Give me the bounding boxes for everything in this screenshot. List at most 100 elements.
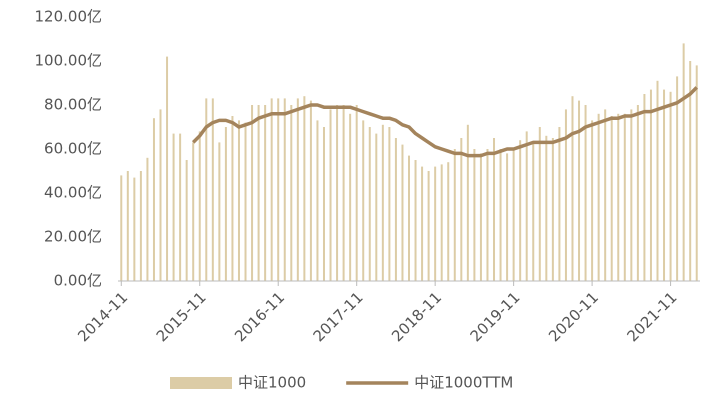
bar	[447, 162, 450, 281]
bar	[309, 100, 312, 281]
bar	[185, 160, 188, 281]
bar	[551, 138, 554, 281]
bar	[499, 149, 502, 281]
bar	[368, 127, 371, 281]
y-tick-label: 20.00亿	[44, 228, 102, 246]
bar	[460, 138, 463, 281]
bar	[316, 120, 319, 282]
bar	[166, 56, 169, 281]
bar	[669, 91, 672, 281]
bar	[414, 160, 417, 281]
bar	[493, 138, 496, 281]
bar	[179, 133, 182, 281]
bar	[571, 96, 574, 281]
bar	[479, 153, 482, 281]
bar	[205, 98, 208, 282]
y-tick-label: 0.00亿	[54, 272, 102, 290]
bar	[486, 149, 489, 281]
bar	[126, 171, 129, 281]
bar	[381, 124, 384, 281]
bar	[139, 171, 142, 281]
bar	[336, 105, 339, 281]
bar	[695, 65, 698, 282]
bar	[159, 109, 162, 282]
bar	[277, 98, 280, 282]
x-tick-label: 2018-11	[388, 288, 445, 345]
bar	[689, 61, 692, 281]
bar	[224, 127, 227, 281]
x-tick-label: 2019-11	[467, 288, 524, 345]
bar	[146, 157, 149, 281]
bar	[558, 127, 561, 281]
bar	[466, 124, 469, 281]
bar	[538, 127, 541, 281]
bar	[519, 140, 522, 281]
y-tick-label: 40.00亿	[44, 184, 102, 202]
bar	[349, 113, 352, 281]
bar	[394, 138, 397, 281]
bar	[192, 142, 195, 281]
bar	[617, 113, 620, 281]
bar	[453, 149, 456, 281]
x-tick-label: 2015-11	[153, 288, 210, 345]
bar	[251, 105, 254, 281]
bar	[172, 133, 175, 281]
legend-label: 中证1000TTM	[414, 374, 513, 392]
x-tick-label: 2016-11	[231, 288, 288, 345]
bar	[244, 122, 247, 281]
bar	[362, 120, 365, 282]
bar	[296, 98, 299, 282]
bar	[401, 144, 404, 281]
bar	[604, 109, 607, 282]
bar	[120, 175, 123, 281]
bar	[663, 89, 666, 281]
bar	[434, 166, 437, 281]
y-tick-label: 60.00亿	[44, 140, 102, 158]
bar	[610, 116, 613, 281]
x-tick-label: 2014-11	[74, 288, 131, 345]
y-tick-label: 120.00亿	[35, 8, 103, 26]
y-tick-label: 100.00亿	[35, 52, 103, 70]
x-tick-label: 2021-11	[624, 288, 681, 345]
bar	[231, 116, 234, 281]
bar	[473, 149, 476, 281]
bar	[211, 98, 214, 282]
bar	[421, 166, 424, 281]
bar	[630, 109, 633, 282]
bar	[375, 133, 378, 281]
bar	[591, 120, 594, 282]
bar	[636, 105, 639, 281]
line	[191, 86, 698, 158]
bar	[506, 153, 509, 281]
bar	[682, 43, 685, 282]
bar	[512, 149, 515, 281]
legend-label: 中证1000	[238, 374, 306, 392]
x-tick-label: 2017-11	[310, 288, 367, 345]
bar	[656, 80, 659, 281]
bar	[525, 131, 528, 281]
bar	[408, 155, 410, 281]
bar	[564, 109, 567, 282]
bar	[532, 142, 535, 281]
bar	[342, 105, 345, 281]
bar	[218, 142, 221, 281]
bar	[264, 105, 267, 281]
bar	[257, 105, 260, 281]
bar	[198, 131, 201, 281]
bar	[649, 89, 652, 281]
bar	[133, 177, 136, 281]
bar	[355, 105, 358, 281]
bar	[597, 113, 600, 281]
y-tick-label: 80.00亿	[44, 96, 102, 114]
bar	[623, 113, 626, 281]
bar	[152, 118, 155, 281]
legend-swatch	[170, 377, 232, 389]
bar	[283, 98, 286, 282]
bar	[388, 127, 391, 281]
bar	[290, 105, 293, 281]
bar	[427, 171, 430, 281]
bar	[584, 105, 587, 281]
bar	[237, 120, 240, 282]
bar	[578, 100, 581, 281]
